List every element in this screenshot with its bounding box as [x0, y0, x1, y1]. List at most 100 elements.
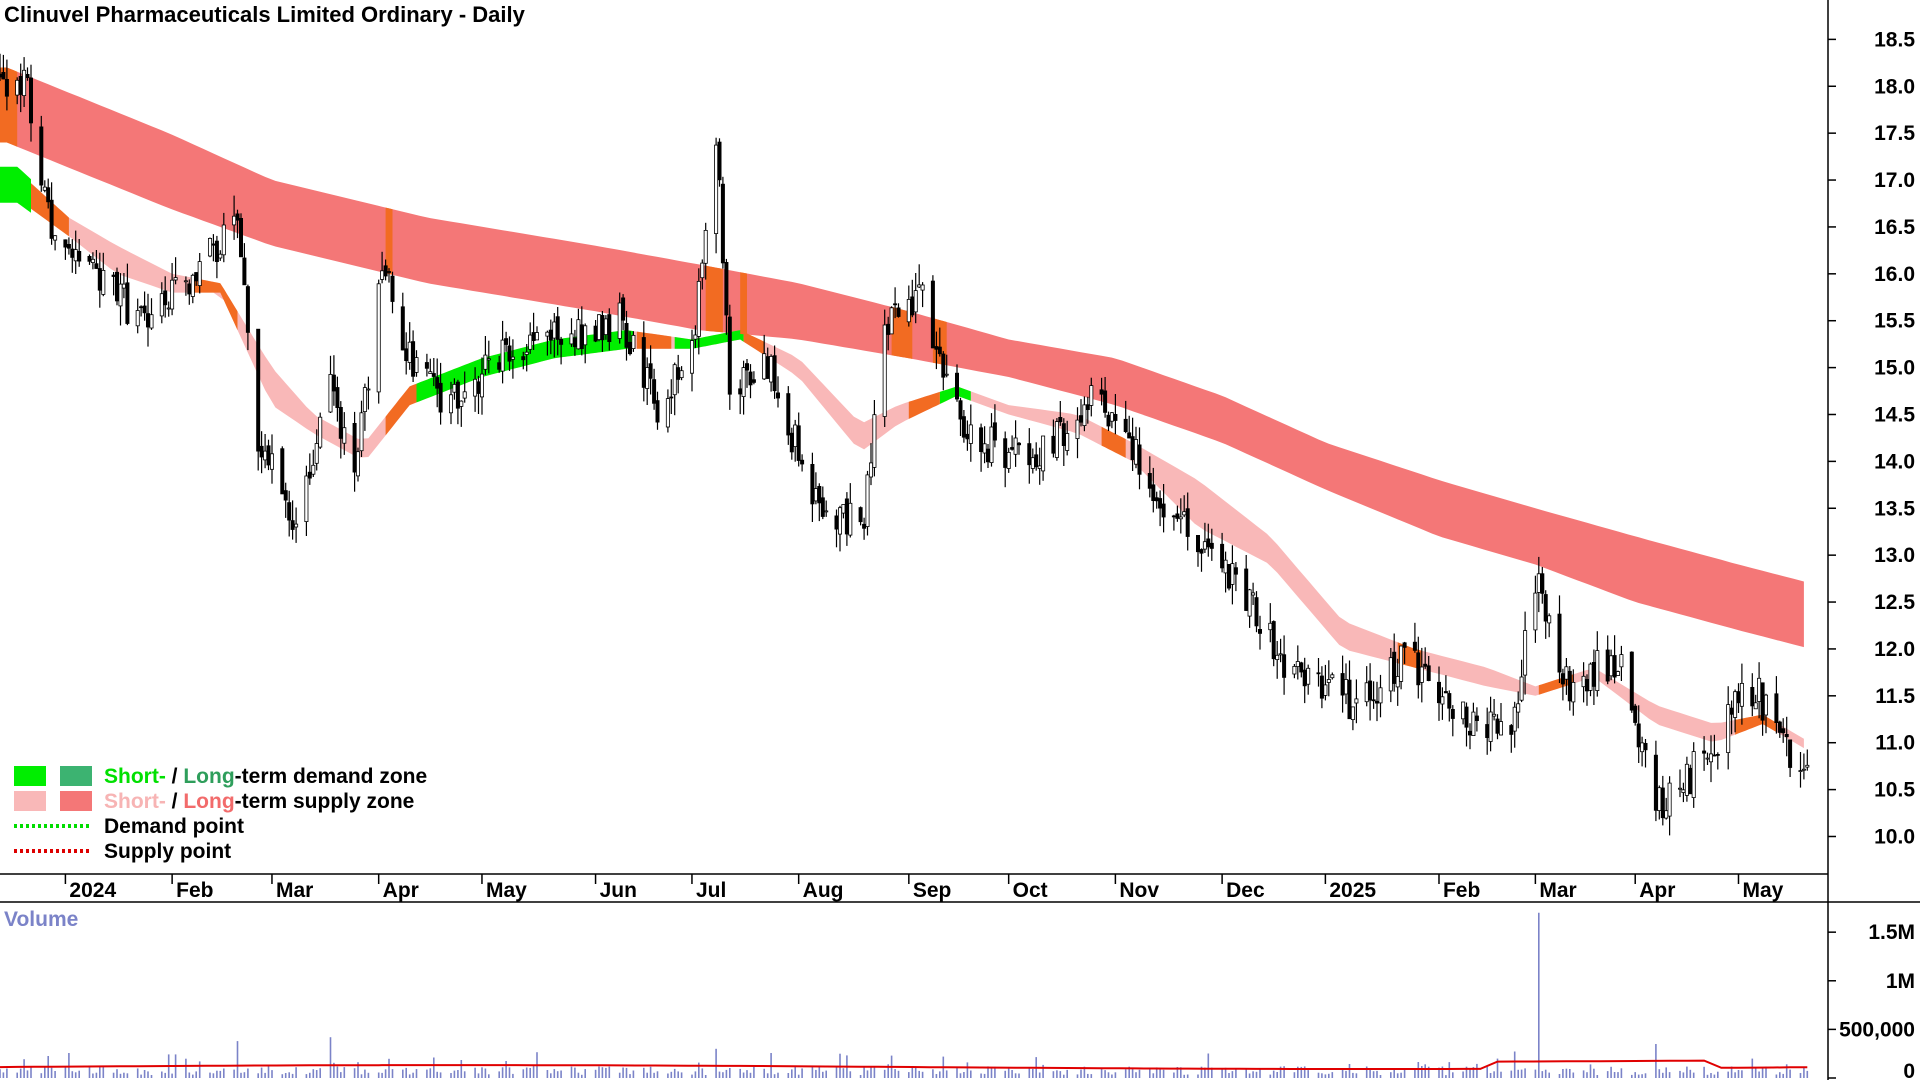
candle-body — [841, 504, 846, 514]
candle-body — [263, 450, 268, 461]
candle-body — [318, 416, 323, 448]
time-tick-label: May — [486, 879, 527, 902]
candle-body — [741, 367, 746, 398]
candle-body — [159, 293, 164, 317]
candle-body — [700, 262, 705, 279]
volume-tick-label: 1M — [1886, 970, 1915, 993]
candle-body — [1540, 573, 1545, 594]
candle-body — [955, 372, 960, 400]
candle-body — [934, 346, 939, 350]
candle-body — [1581, 675, 1586, 688]
candle-body — [232, 215, 237, 226]
candle-body — [283, 490, 288, 501]
price-tick-label: 16.0 — [1874, 263, 1915, 286]
candle-body — [1702, 750, 1707, 754]
candle-body — [111, 274, 116, 277]
candle-body — [0, 73, 3, 78]
legend-text: Short- — [104, 765, 166, 788]
candle-body — [865, 474, 870, 527]
candle-body — [1633, 705, 1638, 723]
time-tick-label: Oct — [1013, 879, 1048, 902]
candle-body — [989, 426, 994, 463]
candle-body — [1516, 703, 1521, 713]
candle-body — [1557, 613, 1562, 673]
candle-body — [1013, 437, 1018, 455]
candle-body — [507, 345, 512, 362]
candle-body — [1058, 416, 1063, 423]
candle-body — [500, 339, 505, 372]
candle-body — [1523, 630, 1528, 676]
candle-body — [390, 275, 395, 302]
candle-body — [1437, 681, 1442, 704]
candle-body — [724, 261, 729, 316]
candle-body — [424, 362, 429, 369]
legend-text: -term demand zone — [235, 765, 428, 788]
candle-body — [531, 332, 536, 342]
candle-body — [528, 334, 533, 350]
candle-body — [1709, 753, 1714, 763]
candle-body — [982, 443, 987, 454]
candle-body — [968, 424, 973, 444]
candle-body — [1571, 682, 1576, 703]
candle-body — [4, 79, 9, 97]
candle-body — [727, 316, 732, 395]
legend-swatch-long — [60, 766, 92, 786]
legend-swatch-long — [60, 791, 92, 811]
candle-body — [944, 373, 949, 376]
candle-body — [1244, 568, 1249, 611]
candle-body — [1299, 662, 1304, 673]
candle-body — [207, 237, 212, 257]
candle-body — [1450, 709, 1455, 719]
candle-body — [1485, 724, 1490, 739]
candle-body — [789, 432, 794, 453]
zone-transition — [908, 391, 940, 419]
candle-body — [1268, 622, 1273, 631]
candle-body — [652, 379, 657, 404]
candle-body — [717, 141, 722, 181]
candle-body — [1777, 721, 1782, 733]
candle-body — [1051, 435, 1056, 454]
candle-body — [142, 305, 147, 314]
candle-body — [1395, 676, 1400, 688]
candle-body — [745, 363, 750, 371]
candle-body — [524, 351, 529, 355]
candle-body — [1006, 451, 1011, 469]
legend-text: -term supply zone — [235, 790, 415, 813]
candle-body — [39, 126, 44, 186]
time-axis: 2024 Feb Mar Apr May Jun Jul Aug Sep Oct Nov Dec 202… — [64, 874, 1784, 902]
zone-transition — [1735, 714, 1777, 735]
price-tick-label: 15.5 — [1874, 310, 1915, 333]
candle-body — [992, 422, 997, 441]
supply-zone-highlight — [0, 67, 18, 147]
candle-body — [87, 255, 92, 262]
candle-body — [593, 325, 598, 342]
candle-body — [1003, 438, 1008, 468]
candle-body — [913, 290, 918, 313]
candle-body — [304, 475, 309, 522]
time-tick-label: Aug — [803, 879, 844, 902]
candle-body — [221, 224, 226, 256]
candle-body — [765, 356, 770, 379]
candle-body — [1664, 810, 1669, 819]
candle-body — [572, 337, 577, 348]
candle-body — [628, 341, 633, 355]
candle-body — [1223, 559, 1228, 574]
candle-body — [838, 507, 843, 535]
candle-body — [362, 387, 367, 413]
candle-body — [483, 354, 488, 370]
legend-entry: Demand point — [104, 815, 244, 838]
candle-body — [1082, 404, 1087, 426]
candle-body — [163, 290, 168, 306]
price-tick-label: 10.0 — [1874, 825, 1915, 848]
candle-body — [1609, 655, 1614, 677]
candle-body — [676, 367, 681, 380]
candle-body — [655, 400, 660, 423]
candle-body — [135, 310, 140, 327]
candle-body — [90, 258, 95, 263]
candle-body — [125, 282, 130, 324]
candle-body — [1616, 671, 1621, 676]
candle-body — [311, 464, 316, 475]
candle-body — [342, 427, 347, 444]
candle-body — [862, 523, 867, 529]
candle-body — [1712, 754, 1717, 757]
